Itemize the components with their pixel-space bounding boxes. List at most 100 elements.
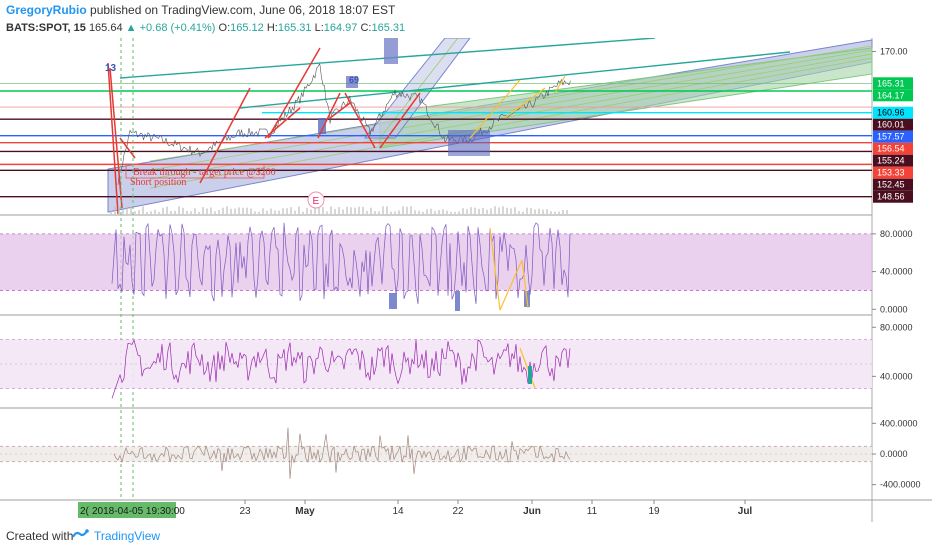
volume-bar — [190, 211, 192, 214]
volume-bar — [254, 211, 256, 214]
short-position-box[interactable] — [125, 163, 265, 179]
high-value: 165.31 — [277, 22, 312, 34]
yellow-trendline[interactable] — [504, 87, 546, 119]
red-drawing-line[interactable] — [329, 102, 351, 119]
yellow-trendline[interactable] — [521, 259, 529, 309]
volume-bar — [290, 207, 292, 214]
date-badge-text: 2018-04-05 19:30:00 — [92, 506, 185, 517]
target-annotation[interactable]: Break through - target price @$200 — [133, 167, 276, 178]
price-series[interactable] — [117, 63, 571, 185]
price-tag — [873, 130, 913, 143]
blue-box[interactable] — [318, 118, 326, 134]
teal-box[interactable] — [528, 366, 532, 384]
blue-box[interactable] — [389, 293, 397, 309]
red-drawing-line[interactable] — [107, 62, 119, 215]
blue-box[interactable] — [384, 38, 398, 64]
volume-bar — [410, 206, 412, 214]
volume-bar — [266, 210, 268, 214]
red-drawing-line[interactable] — [267, 47, 321, 139]
volume-bar — [358, 206, 360, 214]
volume-bar — [194, 208, 196, 214]
price-pane[interactable] — [0, 38, 873, 500]
red-drawing-line[interactable] — [199, 87, 251, 184]
volume-bar — [338, 207, 340, 214]
volume-bar — [246, 207, 248, 214]
volume-bar — [426, 209, 428, 214]
indicator-axis-tick: 0.0000 — [880, 449, 908, 459]
stochastic-pane[interactable] — [0, 222, 872, 311]
indicator-series[interactable] — [113, 427, 571, 479]
volume-bar — [298, 206, 300, 214]
volume-bar — [142, 206, 144, 214]
volume-bar — [218, 210, 220, 214]
volume-bar — [462, 208, 464, 214]
price-tag-text: 164.17 — [877, 90, 905, 100]
volume-bar — [494, 206, 496, 214]
yellow-trendline[interactable] — [489, 227, 501, 311]
indicator-axis-tick: 40.0000 — [880, 267, 913, 277]
cci-pane[interactable] — [0, 427, 872, 479]
channel-line[interactable] — [149, 57, 873, 189]
price-tag-text: 155.24 — [877, 156, 905, 166]
steep-channel-mid[interactable] — [379, 38, 459, 139]
short-annotation[interactable]: Short position — [130, 177, 186, 188]
low-value: 164.97 — [323, 22, 358, 34]
blue-box[interactable] — [455, 291, 460, 311]
volume-bar — [370, 207, 372, 214]
time-axis-tick: May — [295, 506, 315, 517]
volume-bar — [394, 211, 396, 214]
volume-bar — [278, 210, 280, 214]
red-drawing-line[interactable] — [109, 67, 123, 209]
indicator-series[interactable] — [111, 222, 571, 305]
trading-chart[interactable]: 170.00 165.31 164.17 160.96 160.01 157.57 156.… — [0, 38, 932, 522]
channel-line[interactable] — [149, 53, 873, 180]
yellow-trendline[interactable] — [554, 75, 566, 94]
label-69[interactable]: 69 — [349, 75, 359, 85]
volume-bar — [474, 207, 476, 214]
volume-bar — [562, 209, 564, 214]
blue-box[interactable] — [448, 130, 490, 156]
red-drawing-line[interactable] — [264, 107, 301, 139]
volume-bar — [554, 211, 556, 214]
volume-bar — [238, 207, 240, 214]
teal-trendline[interactable] — [239, 51, 791, 109]
volume-bar — [538, 208, 540, 214]
yellow-trendline[interactable] — [519, 347, 536, 389]
volume-bar — [130, 206, 132, 214]
volume-bar — [458, 211, 460, 214]
rsi-pane[interactable] — [0, 339, 872, 399]
price-tag — [873, 154, 913, 167]
price-tag — [873, 106, 913, 119]
axes: 170.00 165.31 164.17 160.96 160.01 157.57 156.… — [239, 47, 920, 517]
yellow-trendline[interactable] — [499, 259, 523, 311]
red-drawing-line[interactable] — [379, 92, 421, 149]
volume-bar — [270, 208, 272, 214]
volume-bar — [546, 209, 548, 214]
red-drawing-line[interactable] — [344, 92, 376, 149]
price-tag-text: 157.57 — [877, 132, 905, 142]
time-axis-tick: Jul — [738, 506, 753, 517]
channel-line[interactable] — [149, 49, 873, 171]
time-axis-tick: 11 — [587, 506, 598, 517]
indicator-axis-tick: -400.0000 — [880, 480, 921, 490]
event-marker-icon[interactable] — [307, 191, 325, 209]
tradingview-brand[interactable]: TradingView — [94, 529, 161, 543]
indicator-series[interactable] — [111, 339, 571, 399]
channel-line[interactable] — [149, 45, 873, 162]
volume-bar — [550, 211, 552, 214]
volume-bar — [350, 207, 352, 214]
blue-box[interactable] — [346, 76, 358, 88]
close-value: 165.31 — [371, 22, 406, 34]
symbol-name[interactable]: BATS:SPOT, 15 — [6, 22, 86, 34]
volume-bar — [490, 208, 492, 214]
red-drawing-line[interactable] — [317, 92, 341, 139]
price-tag-text: 156.54 — [877, 144, 905, 154]
open-label: O: — [218, 22, 231, 34]
yellow-trendline[interactable] — [469, 79, 521, 139]
label-13[interactable]: 13 — [105, 63, 117, 74]
volume-bar — [482, 207, 484, 214]
volume-bar — [158, 211, 160, 214]
author-link[interactable]: GregoryRubio — [6, 3, 87, 17]
volume-bar — [110, 210, 112, 214]
volume-bar — [174, 210, 176, 214]
